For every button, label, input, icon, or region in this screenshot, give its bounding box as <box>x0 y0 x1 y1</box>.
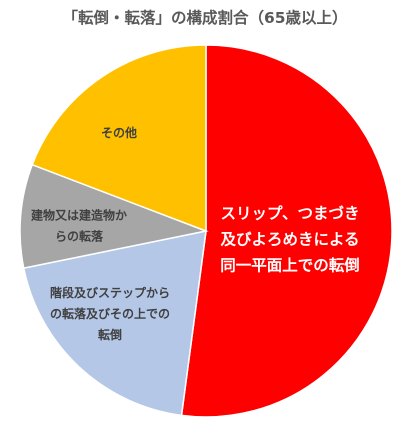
slice-label-line: スリップ、つまづき <box>220 203 359 222</box>
slice-label-1: スリップ、つまづき及びよろめきによる同一平面上での転倒 <box>220 203 360 274</box>
labels-layer: スリップ、つまづき及びよろめきによる同一平面上での転倒階段及びステップからの転落… <box>30 125 360 342</box>
slice-label-line: らの転落 <box>55 229 104 244</box>
pie-slice-1 <box>180 44 393 418</box>
slice-label-line: 及びよろめきによる <box>220 230 359 248</box>
pie-slice-2 <box>22 230 207 417</box>
slice-label-line: 建物又は建造物か <box>30 208 127 223</box>
slice-label-3: 建物又は建造物からの転落 <box>30 208 127 244</box>
slice-label-line: の転落及びその上での <box>50 306 170 321</box>
chart-title: 「転倒・転落」の構成割合（65歳以上） <box>62 9 348 27</box>
slice-label-line: 階段及びステップから <box>50 285 170 300</box>
slice-label-4: その他 <box>101 125 137 140</box>
pie-slice-4 <box>31 44 207 233</box>
pie-slice-3 <box>19 163 209 270</box>
slice-label-line: その他 <box>101 125 137 140</box>
slice-label-line: 転倒 <box>98 327 122 342</box>
slices-layer <box>19 44 393 418</box>
slice-label-line: 同一平面上での転倒 <box>220 255 360 274</box>
slice-label-2: 階段及びステップからの転落及びその上での転倒 <box>50 285 170 342</box>
